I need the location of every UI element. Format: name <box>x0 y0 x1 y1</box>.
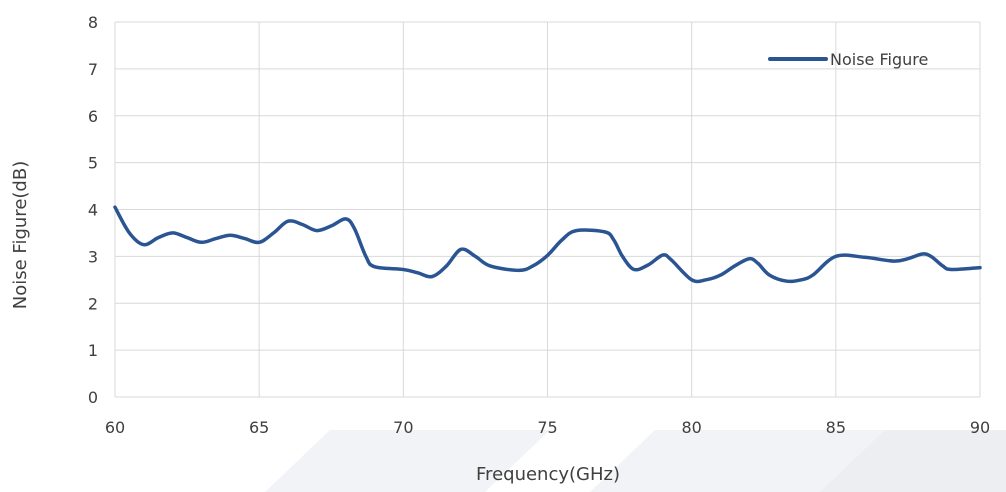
y-tick-label: 5 <box>88 154 98 173</box>
gridlines <box>114 21 981 398</box>
series-layer <box>113 205 982 284</box>
y-axis-ticks: 0 1 2 3 4 5 6 7 8 <box>88 13 98 407</box>
y-tick-label: 8 <box>88 13 98 32</box>
legend: Noise Figure <box>768 50 928 69</box>
y-tick-label: 6 <box>88 107 98 126</box>
x-tick-label: 75 <box>537 418 557 437</box>
x-tick-label: 70 <box>393 418 413 437</box>
y-axis-label: Noise Figure(dB) <box>10 161 31 309</box>
y-tick-label: 1 <box>88 341 98 360</box>
y-tick-label: 0 <box>88 388 98 407</box>
x-tick-label: 80 <box>681 418 701 437</box>
legend-label-noise-figure: Noise Figure <box>830 50 928 69</box>
y-tick-label: 4 <box>88 201 98 220</box>
background-watermark-stripe <box>820 430 1006 492</box>
x-axis-label: Frequency(GHz) <box>476 464 620 485</box>
y-tick-label: 7 <box>88 60 98 79</box>
x-axis-ticks: 60 65 70 75 80 85 90 <box>105 418 990 437</box>
x-tick-label: 60 <box>105 418 125 437</box>
x-tick-label: 85 <box>826 418 846 437</box>
y-tick-label: 2 <box>88 294 98 313</box>
series-line-noise-figure <box>113 205 982 284</box>
x-tick-label: 90 <box>970 418 990 437</box>
y-tick-label: 3 <box>88 247 98 266</box>
background-watermark-stripe <box>265 430 550 492</box>
x-tick-label: 65 <box>249 418 269 437</box>
